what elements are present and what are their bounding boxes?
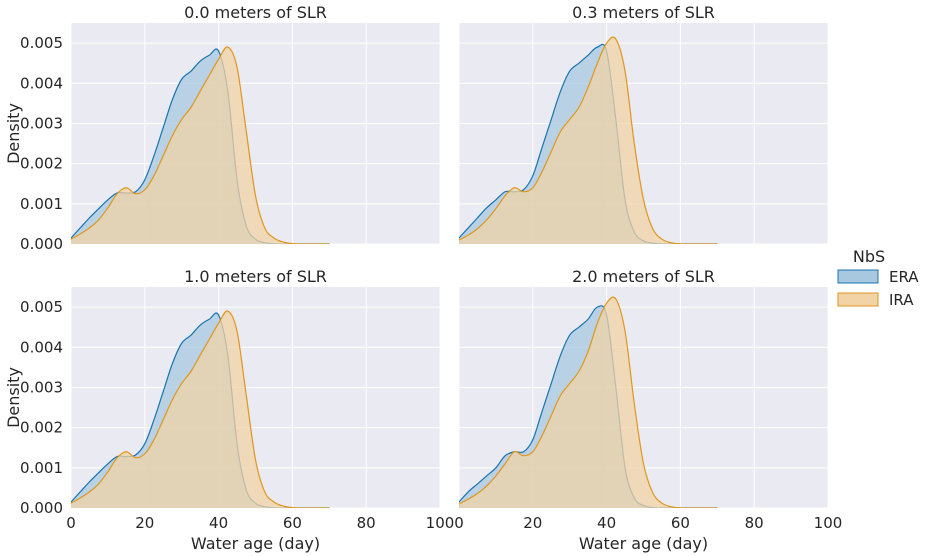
x-tick-label: 60 [283, 514, 302, 532]
x-tick-label: 0 [454, 514, 464, 532]
y-tick-label: 0.001 [20, 459, 63, 477]
plot-area [459, 296, 718, 508]
panel-title: 1.0 meters of SLR [184, 267, 327, 286]
plot-area [71, 310, 330, 508]
panel-4: 2.0 meters of SLR 0 20 40 60 80 100 Water age (… [454, 267, 842, 553]
legend-label-era: ERA [889, 268, 919, 286]
density-line-era [459, 305, 718, 508]
density-line-era [71, 312, 330, 508]
panel-2: 0.3 meters of SLR [458, 3, 829, 245]
x-tick-label: 20 [135, 514, 154, 532]
plot-area [459, 36, 718, 244]
panel-1: 0.0 meters of SLR 0.000 0.001 0.002 0.003 0.0… [4, 3, 441, 253]
y-tick-label: 0.002 [20, 155, 63, 173]
y-axis-label: Density [4, 367, 23, 428]
x-tick-label: 100 [814, 514, 843, 532]
y-axis-label: Density [4, 103, 23, 164]
density-area-ira [71, 310, 330, 508]
x-axis-label: Water age (day) [579, 534, 708, 553]
density-line-ira [459, 36, 718, 244]
density-area-ira [71, 47, 330, 244]
plot-area [71, 46, 330, 244]
y-tick-label: 0.000 [20, 499, 63, 517]
density-line-ira [71, 46, 330, 244]
y-tick-label: 0.004 [20, 74, 63, 92]
x-tick-label: 40 [209, 514, 228, 532]
y-tick-label: 0.000 [20, 235, 63, 253]
x-tick-label: 60 [671, 514, 690, 532]
x-tick-label: 80 [357, 514, 376, 532]
density-line-era [71, 48, 330, 244]
x-tick-label: 40 [597, 514, 616, 532]
y-tick-label: 0.001 [20, 195, 63, 213]
x-tick-label: 20 [523, 514, 542, 532]
y-tick-label: 0.005 [20, 34, 63, 52]
y-tick-label: 0.004 [20, 338, 63, 356]
panel-3: 1.0 meters of SLR 0.000 0.001 0.002 0.003 0.0… [4, 267, 454, 553]
y-tick-label: 0.003 [20, 114, 63, 132]
density-line-era [459, 43, 718, 244]
legend-label-ira: IRA [889, 291, 914, 309]
y-tick-label: 0.005 [20, 298, 63, 316]
y-tick-label: 0.002 [20, 419, 63, 437]
panel-title: 0.0 meters of SLR [184, 3, 327, 22]
panel-title: 0.3 meters of SLR [572, 3, 715, 22]
legend-swatch-era [837, 269, 879, 284]
x-tick-label: 80 [745, 514, 764, 532]
x-tick-label: 100 [426, 514, 455, 532]
x-axis-label: Water age (day) [191, 534, 320, 553]
y-tick-label: 0.003 [20, 378, 63, 396]
x-tick-label: 0 [66, 514, 76, 532]
legend-title: NbS [853, 247, 885, 266]
panel-title: 2.0 meters of SLR [572, 267, 715, 286]
density-line-ira [71, 310, 330, 508]
density-line-ira [459, 296, 718, 508]
density-area-ira [459, 297, 718, 508]
legend-swatch-ira [837, 292, 879, 307]
